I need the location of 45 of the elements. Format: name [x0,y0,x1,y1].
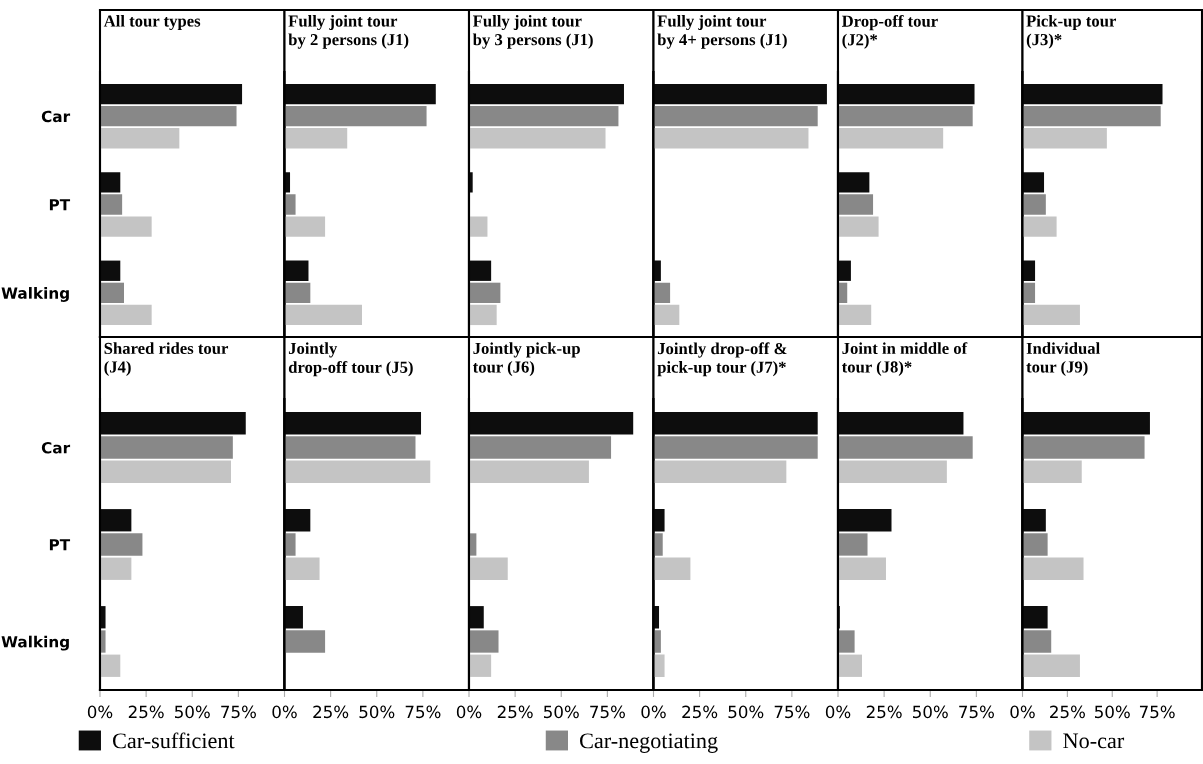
x-tick-label: 0% [456,705,482,719]
y-tick-label: Walking [1,635,69,651]
x-tick-label: 50% [913,705,948,719]
y-tick-label: Walking [1,287,69,302]
text: Joint in middle of tour (J8)* [841,342,968,376]
x-tick-label: 0% [1010,705,1035,719]
x-tick-label: 25% [128,705,164,719]
text: Fully joint tour by 2 persons (J1) [288,14,409,49]
text: Fully joint tour by 3 persons (J1) [472,14,593,49]
x-tick-label: 50% [175,705,210,719]
y-tick-label: PT [49,199,71,211]
y-tick-label: PT [49,539,71,551]
x-tick-label: 75% [774,705,810,719]
text: Shared rides tour (J4) [104,342,229,376]
x-tick-label: 0% [87,705,113,719]
chart-title: All tour types [103,14,201,31]
y-tick-label: Car [41,441,71,454]
x-tick-label: 50% [359,705,395,719]
x-tick-label: 75% [1139,705,1175,719]
x-tick-label: 75% [590,705,625,719]
text: Jointly drop-off tour (J5) [288,342,413,377]
text: Fully joint tour by 4+ persons (J1) [657,14,787,49]
y-tick-label: Car [41,110,71,123]
x-tick-label: 25% [682,705,718,719]
x-tick-label: 0% [825,705,851,719]
x-tick-label: 0% [641,705,666,719]
x-tick-label: 75% [221,705,256,719]
x-tick-label: 75% [405,705,441,719]
legend-label: Car-sufficient [112,732,235,749]
text: Jointly drop-off & pick-up tour (J7)* [657,342,787,377]
x-tick-label: 50% [544,705,579,719]
legend-label: No-car [1063,733,1125,749]
text: Pick-up tour (J3)* [1026,14,1117,49]
x-tick-label: 50% [728,705,764,719]
x-tick-label: 50% [1095,705,1130,719]
text: Drop-off tour (J2)* [841,14,938,49]
x-tick-label: 25% [1050,705,1085,719]
legend-label: Car-negotiating [580,733,718,753]
text: Jointly pick-up tour (J6) [472,342,580,377]
text: Individual tour (J9) [1026,342,1100,376]
x-tick-label: 25% [866,705,902,719]
x-tick-label: 25% [313,705,349,719]
x-tick-label: 0% [272,705,297,719]
x-tick-label: 75% [959,705,994,719]
x-tick-label: 25% [497,705,533,719]
